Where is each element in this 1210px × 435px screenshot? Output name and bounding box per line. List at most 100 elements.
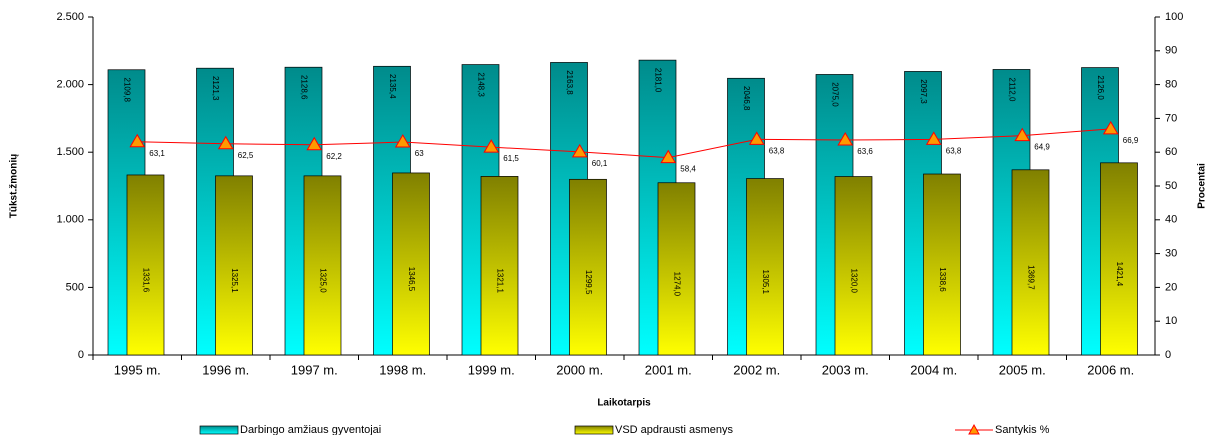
marker (837, 132, 854, 146)
data-label: 63,6 (857, 147, 873, 156)
x-tick-label: 2003 m. (822, 362, 869, 377)
legend-label: VSD apdrausti asmenys (615, 424, 733, 435)
marker (571, 143, 588, 158)
data-label: 60,1 (592, 159, 608, 168)
data-label: 1325,0 (318, 268, 327, 293)
marker (748, 131, 765, 145)
data-label: 58,4 (680, 165, 696, 174)
data-label: 1321,1 (495, 268, 504, 293)
marker (394, 134, 411, 148)
data-label: 62,5 (238, 151, 254, 160)
data-label: 2075,0 (830, 82, 839, 107)
y-tick-label: 1.500 (56, 146, 84, 158)
y2-tick-label: 50 (1165, 180, 1177, 192)
y-tick-label: 1.000 (56, 214, 84, 226)
marker (1102, 120, 1119, 135)
data-label: 1369,7 (1026, 265, 1035, 290)
y2-tick-label: 90 (1165, 45, 1177, 57)
data-label: 63,8 (946, 146, 962, 155)
data-label: 1299,5 (584, 270, 593, 295)
x-tick-label: 1996 m. (202, 362, 249, 377)
bar (480, 176, 519, 356)
x-axis-label: Laikotarpis (597, 398, 651, 409)
x-tick-label: 2000 m. (556, 362, 603, 377)
bar (746, 178, 784, 356)
y2-tick-label: 60 (1165, 146, 1177, 158)
data-label: 63,1 (149, 149, 165, 158)
y2-tick-label: 30 (1165, 248, 1177, 260)
x-tick-label: 1997 m. (291, 362, 338, 377)
data-label: 1331,6 (141, 268, 150, 293)
data-label: 2112,0 (1007, 78, 1016, 102)
data-label: 2046,8 (742, 86, 751, 111)
data-label: 1338,6 (938, 267, 947, 292)
data-label: 1325,1 (230, 268, 239, 293)
data-label: 2181,0 (653, 68, 662, 93)
bar (569, 178, 607, 356)
bar (657, 182, 696, 356)
marker (306, 136, 323, 151)
y-tick-label: 500 (66, 281, 84, 293)
data-label: 1320,0 (849, 269, 858, 294)
x-tick-label: 2001 m. (645, 362, 692, 377)
data-label: 2109,8 (122, 78, 131, 103)
x-tick-label: 2002 m. (733, 362, 780, 377)
y-tick-label: 2.000 (56, 79, 84, 91)
data-label: 62,2 (326, 152, 342, 161)
x-tick-label: 2004 m. (910, 362, 957, 377)
legend-label: Santykis % (995, 424, 1050, 435)
data-label: 1346,5 (407, 267, 416, 292)
x-tick-label: 1995 m. (114, 362, 161, 377)
y2-axis-label: Procentai (1197, 163, 1208, 209)
bar (923, 173, 961, 356)
data-label: 1274,0 (672, 272, 681, 297)
y-tick-label: 2.500 (56, 11, 84, 23)
y2-tick-label: 70 (1165, 112, 1177, 124)
data-label: 1421,4 (1115, 262, 1124, 287)
legend-label: Darbingo amžiaus gyventojai (240, 424, 381, 435)
data-label: 2135,4 (388, 74, 397, 99)
data-label: 61,5 (503, 154, 519, 163)
x-tick-label: 1999 m. (468, 362, 515, 377)
x-tick-label: 2006 m. (1087, 362, 1134, 377)
y2-tick-label: 80 (1165, 79, 1177, 91)
marker (129, 133, 146, 148)
data-label: 63,8 (769, 146, 785, 155)
bar (1011, 169, 1050, 356)
y2-tick-label: 20 (1165, 281, 1177, 293)
data-label: 2148,3 (476, 72, 485, 97)
marker (1014, 127, 1031, 142)
y2-tick-label: 10 (1165, 315, 1177, 327)
y2-tick-label: 40 (1165, 214, 1177, 226)
data-label: 2097,3 (919, 79, 928, 104)
bar (126, 174, 165, 356)
bar (392, 172, 430, 356)
marker (483, 139, 500, 153)
data-label: 2163,8 (565, 70, 574, 95)
marker (660, 149, 677, 164)
y-axis-label: Tūkst.žmonių (9, 154, 20, 218)
line (137, 128, 1111, 159)
bar (1100, 162, 1138, 356)
y2-tick-label: 0 (1165, 349, 1171, 361)
y2-tick-label: 100 (1165, 11, 1183, 23)
data-label: 1305,1 (761, 270, 770, 295)
y-tick-label: 0 (78, 349, 84, 361)
data-label: 2126,0 (1096, 75, 1105, 100)
legend-swatch (574, 425, 614, 435)
data-label: 66,9 (1123, 136, 1139, 145)
bar (215, 175, 253, 356)
bar (834, 176, 873, 356)
data-label: 63 (415, 149, 424, 158)
marker (217, 135, 234, 150)
data-label: 64,9 (1034, 143, 1050, 152)
x-tick-label: 2005 m. (999, 362, 1046, 377)
legend-marker (968, 423, 980, 435)
data-label: 2128,6 (299, 75, 308, 100)
data-label: 2121,3 (211, 76, 220, 101)
legend-swatch (199, 425, 239, 435)
bar (303, 175, 342, 356)
marker (925, 131, 942, 145)
x-tick-label: 1998 m. (379, 362, 426, 377)
